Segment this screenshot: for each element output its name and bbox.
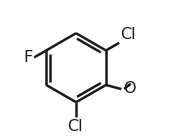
Text: Cl: Cl <box>68 119 83 134</box>
Text: Cl: Cl <box>120 27 136 42</box>
Text: F: F <box>24 50 33 65</box>
Text: O: O <box>123 81 136 96</box>
